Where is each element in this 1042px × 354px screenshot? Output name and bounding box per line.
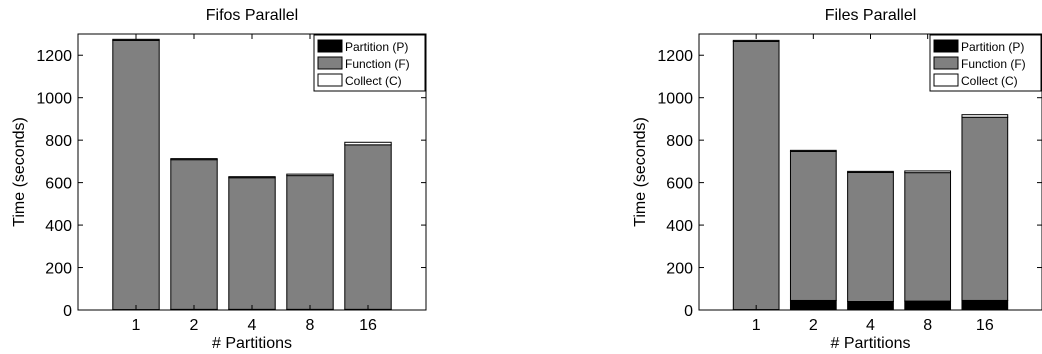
y-tick-label: 1000	[657, 91, 693, 108]
legend-label-partition-p: Partition (P)	[961, 40, 1024, 54]
bar-collect-c-16	[961, 114, 1009, 118]
x-tick-label: 4	[866, 317, 875, 334]
y-tick-label: 0	[63, 303, 72, 320]
bar-function-f-1	[112, 39, 160, 311]
y-tick-label: 1200	[36, 48, 72, 65]
x-tick-label: 16	[976, 317, 994, 334]
legend-swatch-collect-c	[933, 73, 959, 87]
legend-label-collect-c: Collect (C)	[345, 74, 402, 88]
bar-collect-c-2	[789, 149, 837, 152]
x-tick-label: 1	[752, 317, 761, 334]
legend-swatch-partition-p	[317, 39, 343, 53]
legend-swatch-collect-c	[317, 73, 343, 87]
y-axis-label: Time (seconds)	[11, 117, 28, 227]
y-tick-label: 1200	[657, 48, 693, 65]
x-tick-label: 2	[190, 317, 199, 334]
bar-collect-c-16	[344, 141, 392, 146]
bar-function-f-16	[344, 144, 392, 310]
x-tick-label: 16	[359, 317, 377, 334]
y-tick-label: 200	[45, 261, 72, 278]
legend: Partition (P) Function (F) Collect (C)	[929, 34, 1042, 92]
chart-title: Files Parallel	[825, 7, 917, 24]
bar-function-f-4	[228, 177, 276, 310]
bar-function-f-8	[904, 172, 952, 302]
x-tick-label: 4	[248, 317, 257, 334]
legend-label-function-f: Function (F)	[961, 57, 1026, 71]
bar-function-f-2	[789, 150, 837, 301]
legend-label-function-f: Function (F)	[345, 57, 410, 71]
x-tick-label: 8	[923, 317, 932, 334]
legend-swatch-function-f	[317, 56, 343, 70]
chart-fifos-parallel: 0 200 400 600 800 1000 1200 1 2 4 8 16 Fifos Paralle…	[11, 7, 427, 352]
bar-function-f-1	[732, 40, 780, 311]
y-tick-label: 1000	[36, 91, 72, 108]
chart-title: Fifos Parallel	[206, 7, 298, 24]
chart-files-parallel: 0 200 400 600 800 1000 1200 1 2 4 8 16 Files Paralle…	[632, 7, 1042, 352]
y-tick-label: 600	[666, 176, 693, 193]
y-axis-label: Time (seconds)	[632, 117, 649, 227]
y-tick-label: 200	[666, 261, 693, 278]
bar-collect-c-4	[228, 176, 276, 179]
x-axis-label: # Partitions	[212, 335, 292, 352]
y-tick-label: 600	[45, 176, 72, 193]
y-tick-label: 400	[45, 218, 72, 235]
legend-label-collect-c: Collect (C)	[961, 74, 1018, 88]
legend: Partition (P) Function (F) Collect (C)	[313, 34, 426, 92]
bar-function-f-8	[286, 175, 334, 310]
legend-swatch-function-f	[933, 56, 959, 70]
x-tick-label: 2	[809, 317, 818, 334]
y-tick-label: 0	[684, 303, 693, 320]
bar-collect-c-1	[732, 39, 780, 42]
y-tick-label: 800	[666, 133, 693, 150]
bar-collect-c-8	[904, 170, 952, 174]
bar-function-f-4	[847, 171, 894, 302]
bar-function-f-16	[961, 116, 1009, 301]
legend-label-partition-p: Partition (P)	[345, 40, 408, 54]
y-tick-label: 800	[45, 133, 72, 150]
bar-collect-c-8	[286, 173, 334, 177]
legend-swatch-partition-p	[933, 39, 959, 53]
x-tick-label: 1	[132, 317, 141, 334]
bar-collect-c-4	[847, 170, 894, 173]
bar-collect-c-2	[170, 158, 218, 161]
x-tick-label: 8	[306, 317, 315, 334]
bar-function-f-2	[170, 159, 218, 310]
bar-collect-c-1	[112, 38, 160, 41]
x-axis-label: # Partitions	[830, 335, 910, 352]
y-tick-label: 400	[666, 218, 693, 235]
